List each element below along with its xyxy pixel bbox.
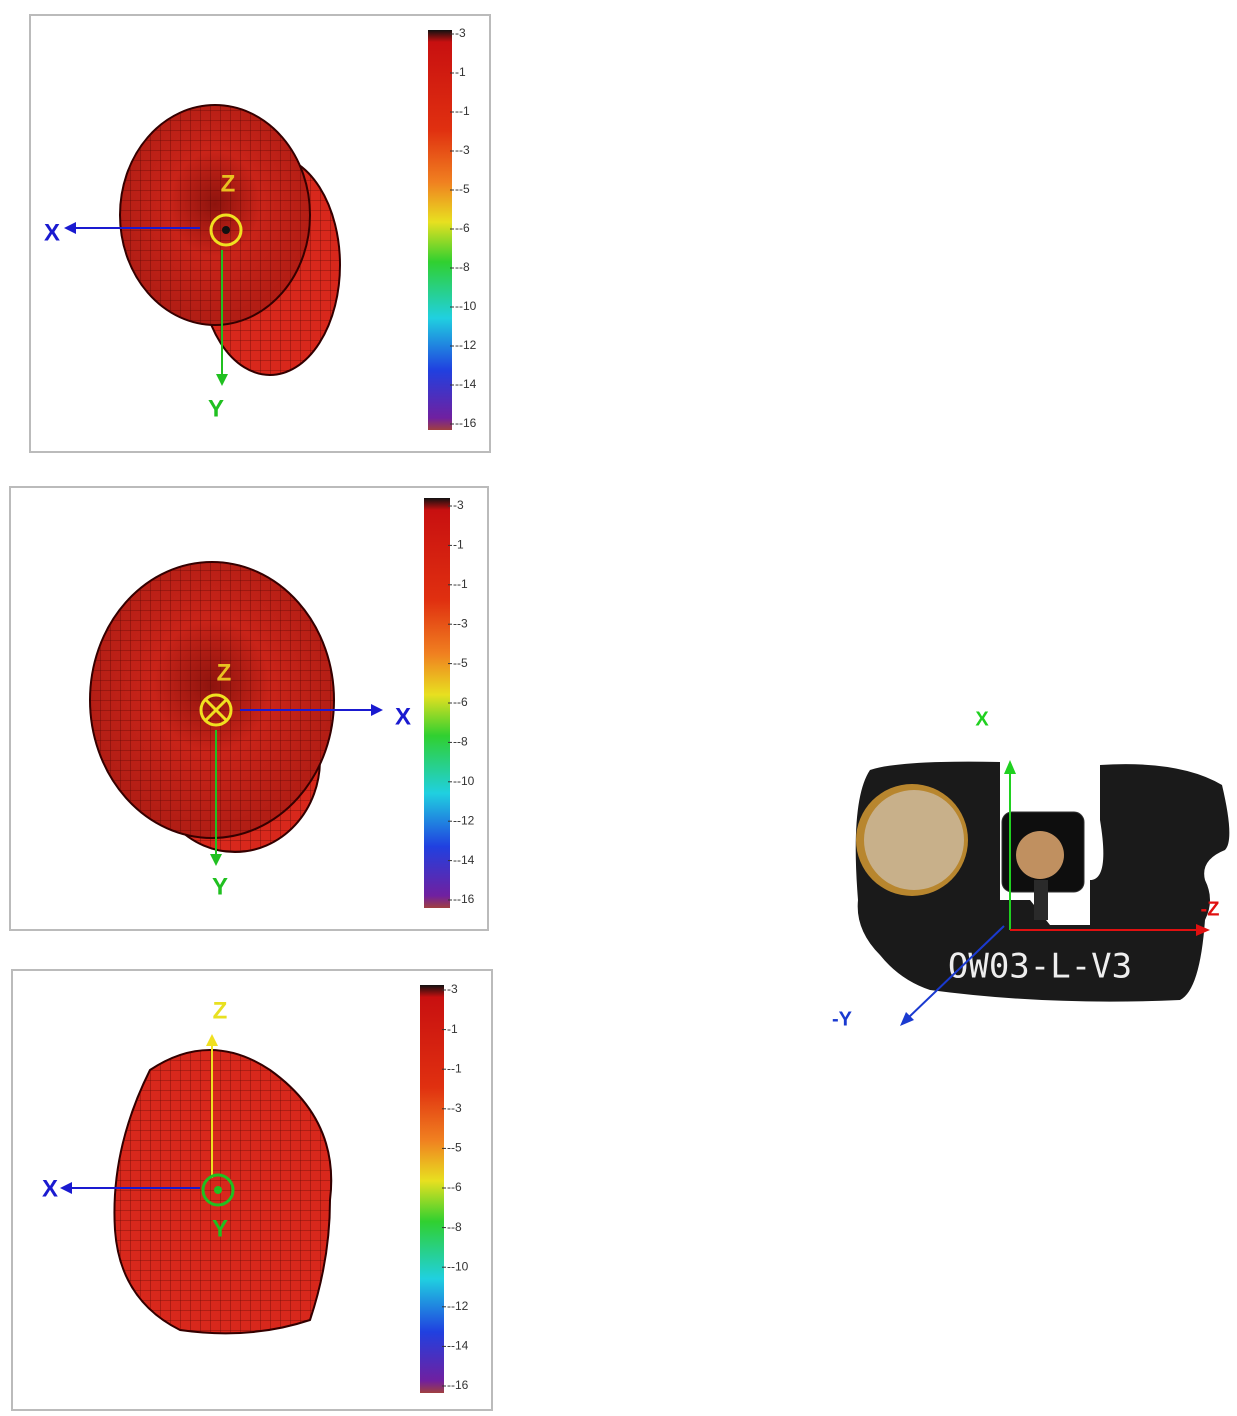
colorbar-label: -1 <box>453 538 464 552</box>
axis-label: X <box>395 703 411 730</box>
colorbar-label: --14 <box>447 1339 469 1353</box>
axis-cross <box>204 698 228 722</box>
arrowhead <box>210 854 222 866</box>
colorbar-label: --16 <box>455 416 477 430</box>
axis-label: Z <box>217 659 232 686</box>
arrowhead <box>64 222 76 234</box>
colorbar-label: -3 <box>453 498 464 512</box>
axis-dot <box>214 1186 222 1194</box>
colorbar-label: --14 <box>453 853 475 867</box>
colorbar-label: --16 <box>453 892 475 906</box>
arrowhead <box>60 1182 72 1194</box>
colorbar-label: --3 <box>455 143 470 157</box>
colorbar-label: -1 <box>455 65 466 79</box>
pcb-photo <box>855 761 1230 1002</box>
colorbar-label: --5 <box>447 1141 462 1155</box>
axis-arrow <box>907 925 1005 1019</box>
colorbar-label: --6 <box>455 221 470 235</box>
colorbar-label: --16 <box>447 1378 469 1392</box>
colorbar-label: --5 <box>453 656 468 670</box>
arrowhead <box>1004 760 1016 774</box>
colorbar-label: -3 <box>455 26 466 40</box>
colorbar-label: --12 <box>453 813 475 827</box>
colorbar-label: --12 <box>455 338 477 352</box>
colorbar-label: --1 <box>455 104 470 118</box>
arrowhead <box>1196 924 1210 936</box>
arrowhead <box>371 704 383 716</box>
colorbar <box>420 985 444 1393</box>
colorbar-label: --6 <box>447 1180 462 1194</box>
axis-label: X <box>42 1175 58 1202</box>
colorbar-label: --5 <box>455 182 470 196</box>
arrowhead <box>206 1034 218 1046</box>
radiation-pattern <box>113 1049 333 1335</box>
axis-label: Z <box>213 997 228 1024</box>
axis-label: Y <box>212 1215 228 1242</box>
radiation-pattern <box>119 104 341 376</box>
colorbar-label: --10 <box>455 299 477 313</box>
axis-label: -Z <box>1201 898 1220 920</box>
colorbar-label: --8 <box>453 735 468 749</box>
axis-label: Y <box>212 873 228 900</box>
board-label: OW03-L-V3 <box>948 947 1132 987</box>
colorbar-label: --8 <box>447 1220 462 1234</box>
axis-label: Z <box>221 170 236 197</box>
colorbar <box>428 30 452 430</box>
colorbar-label: --1 <box>447 1061 462 1075</box>
axis-label: X <box>975 708 989 730</box>
colorbar-label: --3 <box>447 1101 462 1115</box>
colorbar-label: --8 <box>455 260 470 274</box>
colorbar-label: -1 <box>447 1022 458 1036</box>
colorbar-label: --10 <box>447 1259 469 1273</box>
axis-label: X <box>44 219 60 246</box>
colorbar-label: --1 <box>453 577 468 591</box>
colorbar-label: --12 <box>447 1299 469 1313</box>
colorbar-label: --10 <box>453 774 475 788</box>
colorbar-label: --3 <box>453 616 468 630</box>
axis-label: Y <box>208 395 224 422</box>
colorbar-label: --6 <box>453 695 468 709</box>
axis-in-symbol <box>199 693 233 727</box>
radiation-pattern <box>89 561 335 853</box>
axis-out-symbol <box>201 1173 235 1207</box>
colorbar <box>424 498 450 908</box>
colorbar-label: -3 <box>447 982 458 996</box>
axis-label: -Y <box>832 1008 853 1030</box>
arrowhead <box>216 374 228 386</box>
colorbar-label: --14 <box>455 377 477 391</box>
arrowhead <box>900 1012 914 1026</box>
axis-out-symbol <box>209 213 243 247</box>
axis-dot <box>222 226 230 234</box>
